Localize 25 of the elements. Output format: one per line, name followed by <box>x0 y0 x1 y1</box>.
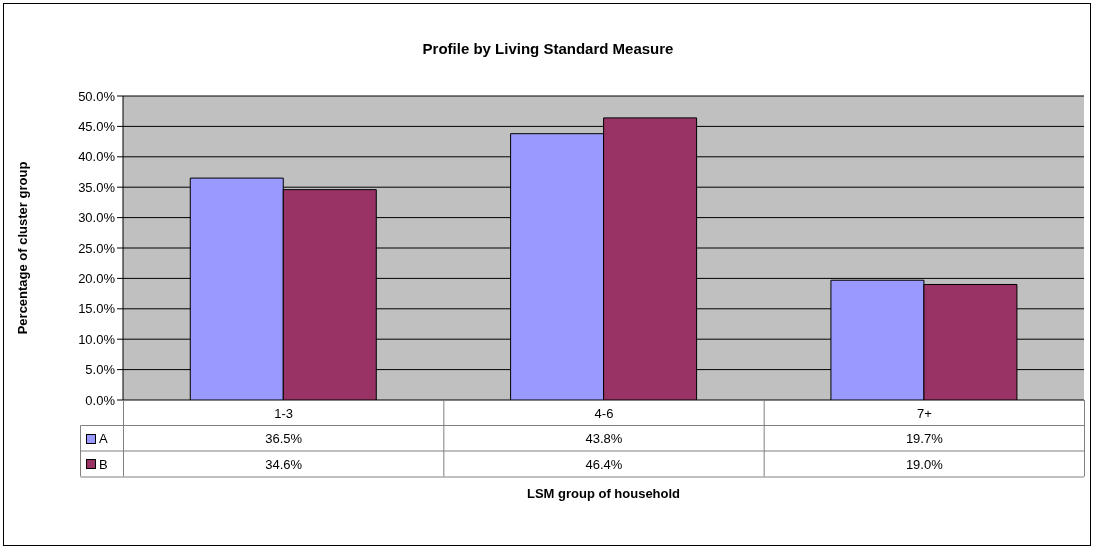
y-tick-label: 40.0% <box>78 149 116 165</box>
data-label: 36.5% <box>264 430 304 449</box>
x-tick-label: 4-6 <box>593 404 615 423</box>
y-tick-label: 5.0% <box>85 362 116 378</box>
chart-title: Profile by Living Standard Measure <box>421 40 675 57</box>
legend-label: A <box>98 430 109 449</box>
y-tick-label: 50.0% <box>78 88 116 104</box>
data-label: 19.7% <box>904 430 944 449</box>
y-tick-label: 30.0% <box>78 210 116 226</box>
legend-label: B <box>98 455 109 474</box>
y-tick-label: 10.0% <box>78 331 116 347</box>
y-tick-label: 25.0% <box>78 240 116 256</box>
y-tick-label: 45.0% <box>78 119 116 135</box>
data-label: 46.4% <box>584 455 624 474</box>
x-axis-title: LSM group of household <box>525 485 682 501</box>
data-label: 43.8% <box>584 430 624 449</box>
x-tick-label: 7+ <box>915 404 933 423</box>
data-label: 34.6% <box>264 455 304 474</box>
y-tick-label: 35.0% <box>78 179 116 195</box>
y-tick-label: 15.0% <box>78 301 116 317</box>
x-tick-label: 1-3 <box>273 404 295 423</box>
y-tick-label: 20.0% <box>78 271 116 287</box>
y-axis-title: Percentage of cluster group <box>14 161 30 335</box>
data-label: 19.0% <box>904 455 944 474</box>
y-tick-label: 0.0% <box>85 392 116 408</box>
